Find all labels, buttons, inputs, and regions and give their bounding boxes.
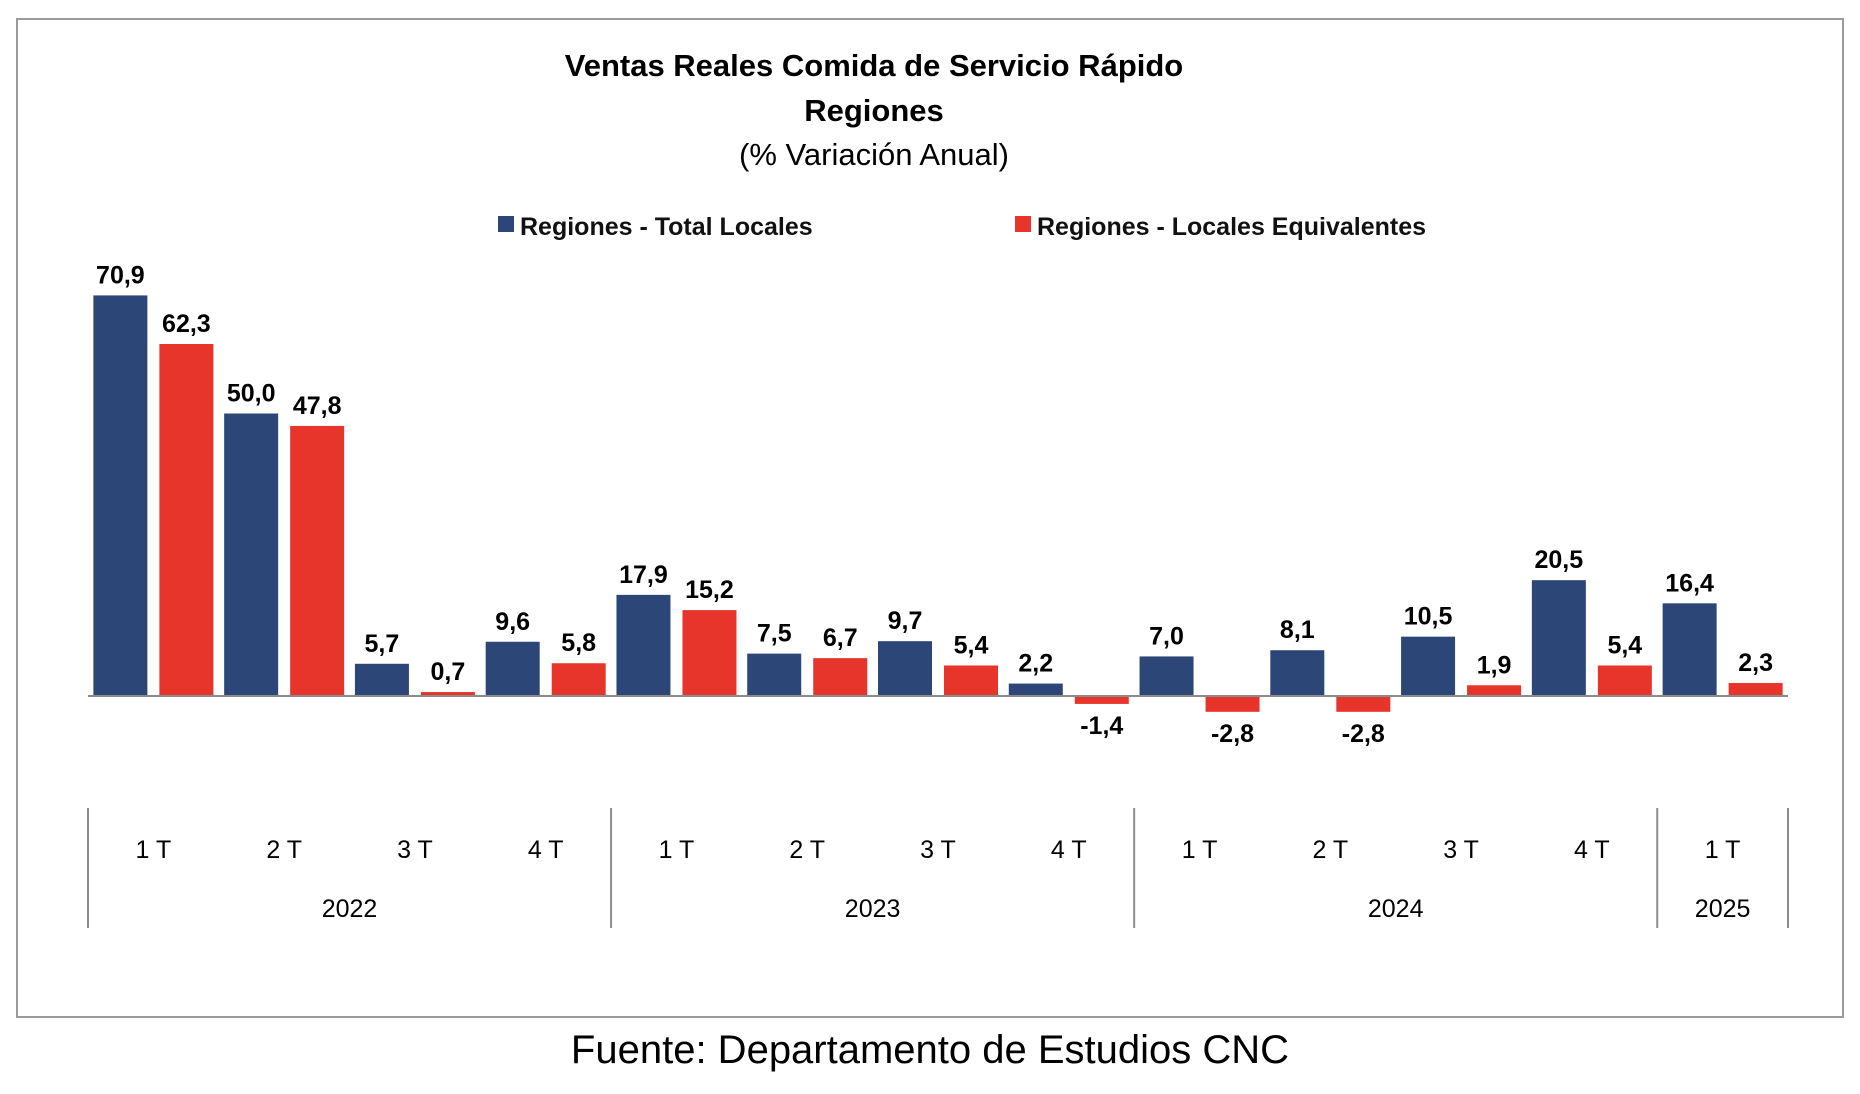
value-label-s0-11: 20,5 bbox=[1535, 546, 1584, 574]
value-label-s1-2: 0,7 bbox=[431, 658, 466, 686]
category-tick-11: 4 T bbox=[1574, 836, 1610, 864]
bar-s1-2 bbox=[420, 692, 475, 696]
bar-s1-12 bbox=[1728, 683, 1783, 696]
bar-s0-5 bbox=[747, 653, 802, 696]
bar-s1-6 bbox=[944, 665, 998, 696]
bar-s0-6 bbox=[878, 641, 932, 696]
bar-s1-5 bbox=[813, 658, 868, 696]
bar-s1-11 bbox=[1597, 665, 1652, 696]
bar-s1-0 bbox=[159, 344, 214, 696]
value-label-s0-8: 7,0 bbox=[1149, 622, 1184, 650]
bar-s0-7 bbox=[1008, 683, 1063, 696]
year-label-2023: 2023 bbox=[845, 895, 901, 923]
category-tick-4: 1 T bbox=[659, 836, 695, 864]
value-label-s1-6: 5,4 bbox=[954, 631, 989, 659]
bar-s1-10 bbox=[1467, 685, 1522, 696]
legend-label-total-locales: Regiones - Total Locales bbox=[520, 213, 813, 241]
category-tick-1: 2 T bbox=[266, 836, 302, 864]
year-label-2024: 2024 bbox=[1368, 895, 1424, 923]
value-labels-layer: 70,9 62,3 50,0 47,8 5,7 0,7 9,6 5,8 17,9 15,2 7,5 6… bbox=[96, 261, 1773, 747]
value-label-s0-3: 9,6 bbox=[495, 608, 530, 636]
bar-s1-9 bbox=[1336, 696, 1391, 712]
category-tick-6: 3 T bbox=[920, 836, 956, 864]
bar-s0-9 bbox=[1270, 650, 1325, 696]
value-label-s0-1: 50,0 bbox=[227, 380, 276, 408]
category-tick-10: 3 T bbox=[1443, 836, 1479, 864]
source-note: Fuente: Departamento de Estudios CNC bbox=[570, 1028, 1290, 1072]
bar-s1-1 bbox=[290, 425, 345, 696]
bars-layer bbox=[93, 295, 1783, 712]
legend-swatch-total-locales bbox=[498, 216, 514, 232]
category-tick-2: 3 T bbox=[397, 836, 433, 864]
bar-s1-3 bbox=[551, 663, 606, 696]
bar-s0-1 bbox=[224, 413, 279, 696]
chart-subtitle: Regiones bbox=[804, 93, 944, 128]
bar-s0-4 bbox=[616, 594, 671, 696]
value-label-s1-4: 15,2 bbox=[685, 576, 734, 604]
bar-s1-8 bbox=[1205, 696, 1260, 712]
value-label-s0-9: 8,1 bbox=[1280, 616, 1315, 644]
value-label-s1-10: 1,9 bbox=[1477, 651, 1512, 679]
legend-label-locales-equivalentes: Regiones - Locales Equivalentes bbox=[1037, 213, 1426, 241]
year-label-2022: 2022 bbox=[322, 895, 378, 923]
value-label-s0-12: 16,4 bbox=[1665, 569, 1714, 597]
category-tick-8: 1 T bbox=[1182, 836, 1218, 864]
bar-s0-10 bbox=[1401, 636, 1456, 696]
year-label-2025: 2025 bbox=[1695, 895, 1751, 923]
value-label-s1-0: 62,3 bbox=[162, 310, 211, 338]
value-label-s1-9: -2,8 bbox=[1342, 720, 1385, 748]
category-tick-7: 4 T bbox=[1051, 836, 1087, 864]
category-axis: 1 T 2 T 3 T 4 T 1 T 2 T 3 T 4 T 1 T 2 T 3 T 4 T 1 T 2… bbox=[87, 808, 1789, 928]
value-label-s1-5: 6,7 bbox=[823, 624, 858, 652]
value-label-s0-5: 7,5 bbox=[757, 620, 792, 648]
chart-title: Ventas Reales Comida de Servicio Rápido bbox=[565, 48, 1184, 83]
value-label-s1-8: -2,8 bbox=[1211, 720, 1254, 748]
bar-s0-0 bbox=[93, 295, 148, 696]
bar-s0-8 bbox=[1139, 656, 1194, 696]
value-label-s0-0: 70,9 bbox=[96, 261, 145, 289]
value-label-s1-3: 5,8 bbox=[561, 629, 596, 657]
value-label-s1-1: 47,8 bbox=[293, 392, 342, 420]
value-label-s0-4: 17,9 bbox=[619, 561, 668, 589]
bar-s1-7 bbox=[1074, 696, 1129, 704]
category-tick-12: 1 T bbox=[1705, 836, 1741, 864]
bar-s0-11 bbox=[1531, 580, 1586, 696]
value-label-s0-10: 10,5 bbox=[1404, 603, 1453, 631]
value-label-s0-6: 9,7 bbox=[888, 607, 923, 635]
category-tick-5: 2 T bbox=[789, 836, 825, 864]
category-tick-9: 2 T bbox=[1312, 836, 1348, 864]
legend: Regiones - Total Locales Regiones - Loca… bbox=[498, 213, 1426, 241]
value-label-s1-11: 5,4 bbox=[1607, 631, 1642, 659]
category-tick-0: 1 T bbox=[136, 836, 172, 864]
bar-s0-2 bbox=[354, 663, 409, 696]
bar-s0-3 bbox=[485, 641, 540, 696]
value-label-s0-7: 2,2 bbox=[1018, 650, 1053, 678]
value-label-s1-12: 2,3 bbox=[1738, 649, 1773, 677]
bar-s1-4 bbox=[682, 610, 737, 696]
chart-subtitle-units: (% Variación Anual) bbox=[739, 137, 1009, 172]
value-label-s1-7: -1,4 bbox=[1080, 712, 1123, 740]
category-tick-3: 4 T bbox=[528, 836, 564, 864]
value-label-s0-2: 5,7 bbox=[365, 630, 400, 658]
legend-swatch-locales-equivalentes bbox=[1015, 216, 1031, 232]
bar-s0-12 bbox=[1662, 603, 1717, 696]
